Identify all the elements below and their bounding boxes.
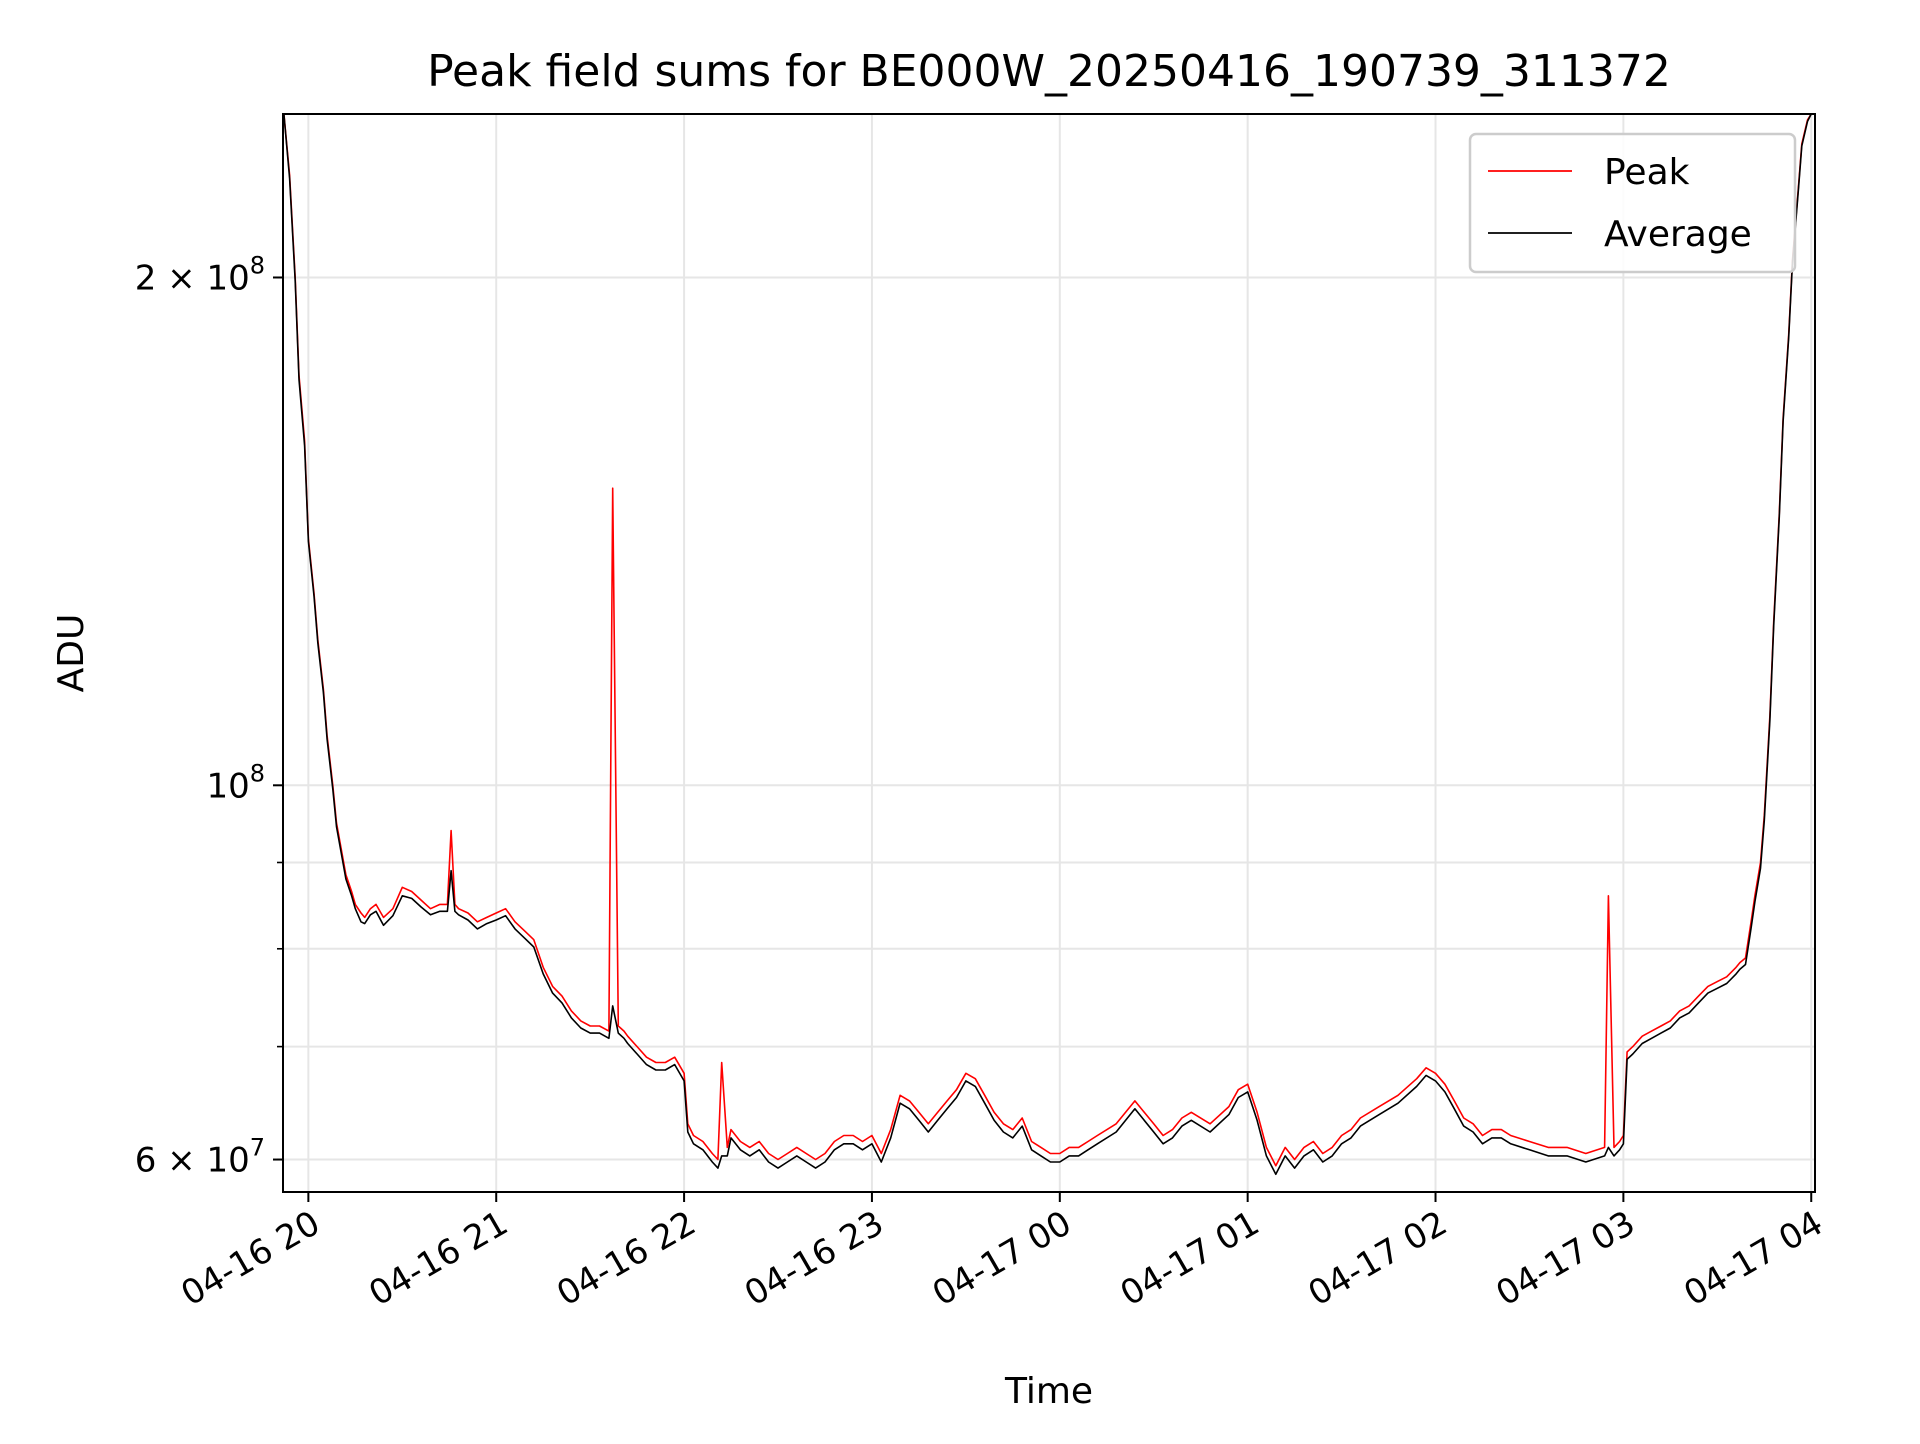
chart-title: Peak field sums for BE000W_20250416_1907… [427, 46, 1671, 97]
y-tick-exponent: 7 [250, 1134, 265, 1162]
legend: Peak Average [1468, 132, 1797, 274]
grid [283, 114, 1815, 1192]
series-line-average [283, 113, 1812, 1176]
x-axis-label: Time [1004, 1371, 1093, 1412]
legend-peak-label: Peak [1604, 152, 1690, 193]
y-tick-label: 2 × 108 [135, 251, 265, 298]
y-tick-label: 6 × 107 [135, 1134, 265, 1181]
legend-average-label: Average [1604, 214, 1752, 255]
legend-box [1468, 132, 1797, 274]
plot-area [283, 113, 1812, 1176]
series-line-peak [283, 113, 1812, 1167]
axes-frame [282, 113, 1816, 1193]
y-axis-label: ADU [51, 614, 92, 693]
y-tick-exponent: 8 [250, 251, 265, 279]
y-tick-exponent: 8 [250, 759, 265, 787]
